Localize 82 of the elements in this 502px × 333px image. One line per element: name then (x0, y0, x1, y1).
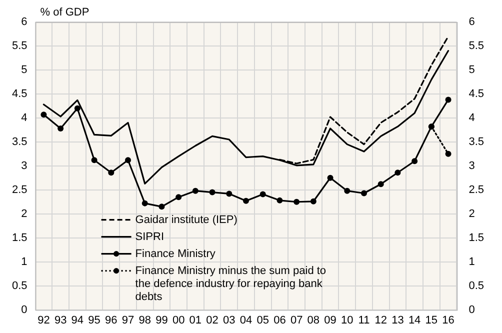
x-tick-label: 08 (307, 314, 320, 326)
legend-label: Finance Ministry (135, 248, 216, 260)
point (412, 158, 418, 164)
point (176, 194, 182, 200)
y-tick-label: 3 (21, 160, 28, 172)
x-tick-label: 99 (156, 314, 168, 326)
y2-tick-label: 4 (468, 112, 475, 124)
legend-label: SIPRI (135, 230, 164, 243)
point (445, 150, 452, 157)
x-tick-label: 11 (358, 314, 370, 326)
point (310, 198, 316, 204)
x-tick-label: 93 (54, 314, 67, 326)
x-tick-label: 15 (425, 314, 438, 326)
y-tick-label: 2 (21, 208, 28, 220)
point (243, 198, 249, 204)
legend-label: Gaidar institute (IEP) (135, 214, 238, 226)
y-tick-label: 2.5 (12, 184, 28, 196)
x-tick-label: 92 (38, 314, 50, 326)
x-tick-label: 09 (324, 314, 336, 326)
point (378, 181, 384, 188)
y2-tick-label: 6 (468, 16, 475, 28)
y-tick-label: 1.5 (12, 232, 28, 244)
y-tick-label: 6 (21, 16, 28, 28)
x-tick-label: 95 (88, 314, 100, 326)
y2-tick-label: 5 (468, 64, 475, 76)
point (125, 157, 132, 164)
point (445, 96, 452, 103)
legend-label: Finance Ministry minus the sum paid to the defence industry for repaying bank debts (135, 264, 326, 303)
point (58, 125, 64, 132)
point (360, 190, 367, 196)
y-tick-label: 3.5 (12, 136, 28, 148)
point (260, 191, 266, 198)
y2-tick-label: 4.5 (468, 88, 484, 100)
point (108, 170, 114, 176)
x-tick-label: 02 (206, 314, 218, 326)
point (226, 190, 232, 197)
x-tick-label: 14 (408, 314, 421, 326)
y2-tick-label: 3 (468, 160, 475, 172)
point (294, 198, 300, 205)
point (142, 200, 148, 206)
x-tick-label: 97 (122, 314, 134, 326)
y-axis-title: % of GDP (40, 6, 90, 19)
y-tick-label: 5.5 (12, 40, 28, 52)
point (209, 189, 216, 196)
y2-tick-label: 5.5 (468, 40, 484, 52)
x-tick-label: 10 (341, 314, 354, 326)
point (91, 157, 98, 164)
x-tick-label: 05 (256, 314, 269, 326)
x-tick-label: 16 (442, 314, 454, 326)
y2-tick-label: 0.5 (468, 280, 484, 292)
y2-tick-label: 1 (468, 256, 475, 268)
point (327, 174, 334, 181)
point (40, 112, 47, 118)
x-tick-label: 01 (189, 314, 202, 326)
point (428, 124, 434, 130)
point (276, 197, 283, 204)
x-tick-label: 03 (223, 314, 236, 326)
point (158, 204, 165, 210)
x-tick-label: 00 (172, 314, 185, 326)
x-tick-label: 13 (392, 314, 404, 326)
x-tick-label: 04 (240, 314, 252, 326)
y-tick-label: 0 (21, 304, 28, 316)
x-tick-label: 96 (105, 314, 118, 326)
y2-tick-label: 2 (468, 208, 475, 220)
x-tick-label: 98 (138, 314, 151, 326)
x-tick-label: 07 (290, 314, 303, 326)
point (344, 188, 350, 194)
x-tick-label: 12 (374, 314, 387, 326)
point (192, 188, 198, 194)
y2-tick-label: 3.5 (468, 136, 484, 148)
y2-tick-label: 2.5 (468, 184, 484, 196)
x-tick-label: 06 (274, 314, 286, 326)
x-tick-label: 94 (71, 314, 84, 326)
y2-tick-label: 1.5 (468, 232, 484, 244)
y-tick-label: 4 (21, 112, 28, 124)
point (394, 170, 401, 176)
point (74, 105, 80, 112)
y-tick-label: 0.5 (12, 280, 28, 292)
y2-tick-label: 0 (468, 304, 475, 316)
y-tick-label: 4.5 (12, 88, 28, 100)
y-tick-label: 1 (21, 256, 28, 268)
y-tick-label: 5 (21, 64, 28, 76)
